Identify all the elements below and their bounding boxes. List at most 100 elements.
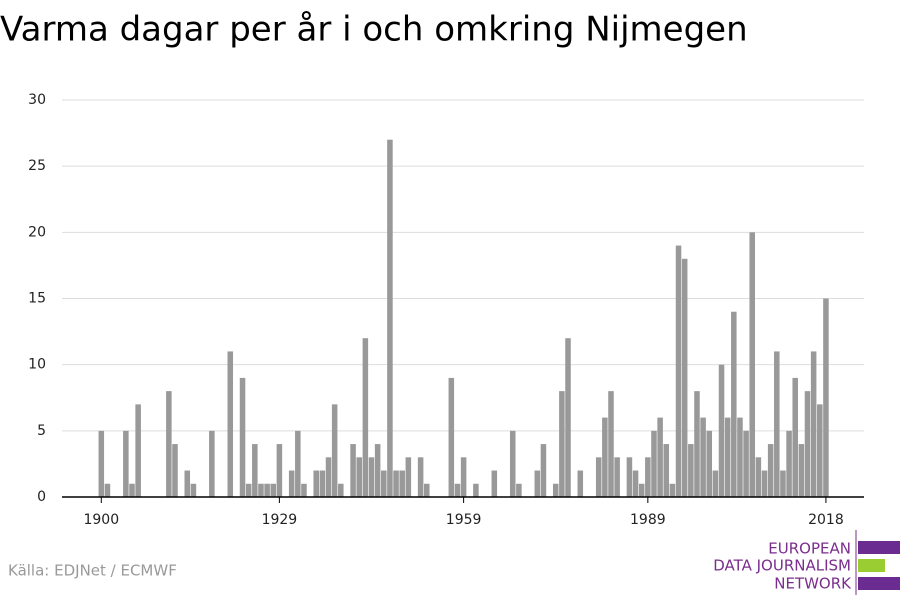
bar	[190, 483, 197, 497]
bar	[448, 377, 455, 497]
bar	[817, 404, 823, 497]
y-tick-label: 15	[28, 291, 46, 307]
bar	[712, 470, 719, 497]
bar	[700, 417, 706, 497]
bar	[645, 457, 651, 497]
source: Källa: EDJNet / ECMWF	[8, 562, 177, 580]
x-tick-label: 1929	[262, 512, 298, 528]
bar	[166, 391, 172, 497]
bar	[798, 444, 805, 497]
bar	[227, 351, 234, 497]
bar	[632, 470, 639, 497]
bar	[761, 470, 768, 497]
bar	[135, 404, 141, 497]
bar	[405, 457, 412, 497]
bar	[767, 444, 774, 497]
bar	[718, 364, 725, 497]
bar	[755, 457, 762, 497]
logo-bar	[858, 541, 900, 554]
x-tick-label: 1959	[446, 512, 482, 528]
bar	[706, 430, 713, 497]
logo-text: EUROPEAN	[768, 540, 851, 558]
bar	[602, 417, 608, 497]
y-tick-label: 30	[28, 92, 46, 108]
bar	[123, 430, 129, 497]
bar	[245, 483, 252, 497]
bar	[657, 417, 663, 497]
bar	[626, 457, 633, 497]
bar	[209, 430, 215, 497]
bar	[264, 483, 270, 497]
bar	[724, 417, 731, 497]
x-tick-label: 1900	[83, 512, 119, 528]
bar	[749, 232, 755, 498]
bar	[393, 470, 399, 497]
y-tick-label: 10	[28, 357, 46, 373]
bar	[399, 470, 405, 497]
bar	[491, 470, 498, 497]
bar	[681, 258, 688, 497]
bar	[651, 430, 657, 497]
bar	[172, 444, 178, 497]
bar	[252, 444, 258, 497]
bar	[675, 245, 682, 497]
bar	[381, 470, 387, 497]
bar	[184, 470, 191, 497]
bar	[608, 391, 614, 497]
y-tick-label: 0	[37, 489, 46, 505]
bar	[540, 444, 547, 497]
bar	[460, 457, 467, 497]
bar	[810, 351, 817, 497]
bar	[387, 139, 393, 497]
bar	[374, 444, 381, 497]
bar	[792, 377, 798, 497]
bar	[786, 430, 792, 497]
x-tick-label: 2018	[808, 512, 844, 528]
y-tick-label: 5	[37, 423, 46, 439]
bar	[743, 430, 749, 497]
bar	[368, 457, 375, 497]
bar	[288, 470, 295, 497]
bar	[301, 483, 307, 497]
bar	[319, 470, 326, 497]
bar	[565, 338, 571, 497]
bar	[356, 457, 362, 497]
bar	[516, 483, 522, 497]
bar	[129, 483, 135, 497]
bar	[473, 483, 479, 497]
bar	[270, 483, 277, 497]
bar	[295, 430, 301, 497]
bar	[614, 457, 620, 497]
logo-bar	[858, 559, 885, 572]
bar	[258, 483, 264, 497]
logo-bar	[858, 577, 900, 590]
bar	[638, 483, 645, 497]
bar	[577, 470, 584, 497]
bar	[454, 483, 461, 497]
bar	[774, 351, 780, 497]
logo-text: NETWORK	[774, 575, 852, 593]
bar	[276, 444, 283, 497]
bar	[424, 483, 430, 497]
bar	[688, 444, 694, 497]
bar	[338, 483, 344, 497]
bar	[104, 483, 111, 497]
bar	[325, 457, 332, 497]
bar	[350, 444, 356, 497]
bar	[731, 311, 737, 497]
bar	[331, 404, 338, 497]
bar	[559, 391, 565, 497]
y-tick-label: 20	[28, 224, 46, 240]
bar	[98, 430, 105, 497]
logo-text: DATA JOURNALISM	[713, 557, 851, 575]
bar	[663, 444, 670, 497]
y-tick-label: 25	[28, 158, 46, 174]
bar	[694, 391, 700, 497]
bar	[823, 298, 829, 497]
chart-title: Varma dagar per år i och omkring Nijmege…	[0, 10, 748, 50]
bar	[737, 417, 743, 497]
bar	[417, 457, 424, 497]
bar	[669, 483, 676, 497]
bar	[509, 430, 516, 497]
